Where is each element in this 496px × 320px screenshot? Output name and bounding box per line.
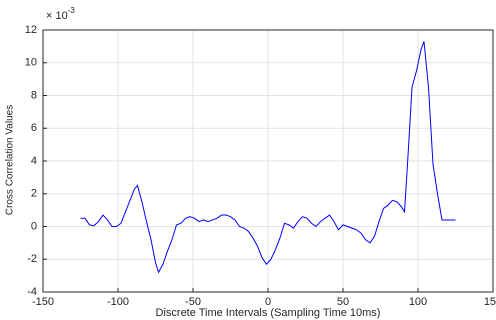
y-tick-label: -4	[27, 286, 37, 298]
y-axis-label: Cross Correlation Values	[5, 105, 16, 215]
x-tick-label: -150	[32, 296, 54, 308]
x-tick-label: -50	[185, 296, 201, 308]
x-tick-label: 150	[484, 296, 496, 308]
y-tick-label: 6	[31, 122, 37, 134]
x-axis-label: Discrete Time Intervals (Sampling Time 1…	[156, 307, 381, 319]
y-tick-label: 4	[31, 155, 37, 167]
x-tick-label: 100	[409, 296, 427, 308]
y-tick-label: 0	[31, 220, 37, 232]
y-tick-label: 10	[25, 57, 37, 69]
y-tick-label: 2	[31, 188, 37, 200]
x-tick-label: -100	[107, 296, 129, 308]
y-multiplier: × 10-3	[46, 6, 75, 22]
data-line	[80, 41, 456, 274]
y-tick-label: -2	[27, 253, 37, 265]
x-tick-label: 50	[337, 296, 349, 308]
y-tick-label: 8	[31, 89, 37, 101]
y-tick-label: 12	[25, 24, 37, 36]
x-tick-label: 0	[265, 296, 271, 308]
plot-frame	[42, 29, 494, 293]
